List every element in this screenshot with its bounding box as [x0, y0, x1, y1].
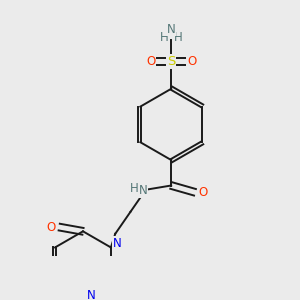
- Text: N: N: [112, 237, 121, 250]
- Text: O: O: [146, 55, 155, 68]
- Text: H: H: [130, 182, 139, 195]
- Text: O: O: [46, 220, 56, 234]
- Text: H: H: [160, 31, 169, 44]
- Text: H: H: [174, 31, 182, 44]
- Text: S: S: [167, 55, 176, 68]
- Text: N: N: [87, 289, 96, 300]
- Text: O: O: [187, 55, 196, 68]
- Text: O: O: [199, 186, 208, 199]
- Text: N: N: [167, 23, 176, 36]
- Text: N: N: [139, 184, 148, 197]
